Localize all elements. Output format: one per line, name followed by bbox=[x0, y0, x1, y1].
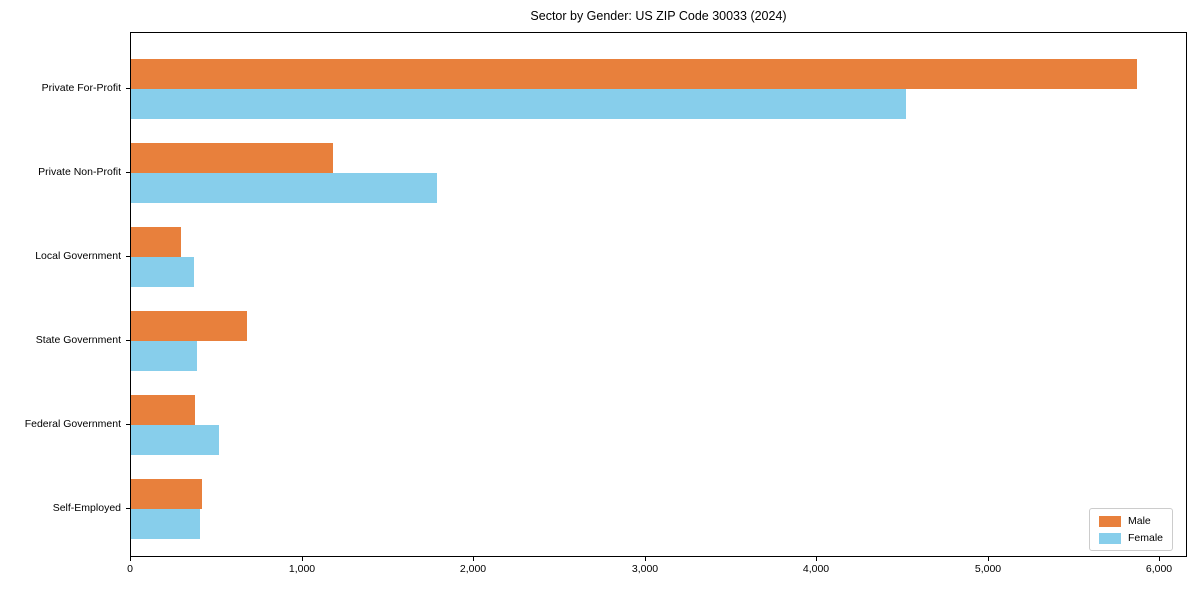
x-axis-tick-label: 3,000 bbox=[631, 563, 659, 575]
bar-female-local-government bbox=[131, 257, 194, 287]
x-axis-tick-label: 2,000 bbox=[459, 563, 487, 575]
legend-label-female: Female bbox=[1128, 532, 1164, 544]
legend-label-male: Male bbox=[1128, 515, 1151, 527]
x-axis-tick-label: 0 bbox=[127, 563, 133, 575]
bar-male-federal-government bbox=[131, 395, 195, 425]
bar-male-local-government bbox=[131, 227, 181, 257]
legend: Male Female bbox=[1089, 508, 1174, 551]
x-axis-tick bbox=[645, 557, 646, 561]
y-axis-tick bbox=[126, 508, 130, 509]
legend-swatch-male bbox=[1099, 515, 1121, 527]
x-axis-tick bbox=[1159, 557, 1160, 561]
bar-female-state-government bbox=[131, 341, 197, 371]
x-axis-tick-label: 5,000 bbox=[974, 563, 1002, 575]
bar-female-private-non-profit bbox=[131, 173, 437, 203]
y-axis-tick bbox=[126, 256, 130, 257]
x-axis-tick-label: 6,000 bbox=[1145, 563, 1173, 575]
y-axis-label-private-non-profit: Private Non-Profit bbox=[38, 166, 121, 178]
y-axis-tick bbox=[126, 88, 130, 89]
x-axis-tick-label: 4,000 bbox=[802, 563, 830, 575]
bar-male-private-for-profit bbox=[131, 59, 1137, 89]
x-axis-tick bbox=[130, 557, 131, 561]
x-axis-tick bbox=[816, 557, 817, 561]
x-axis-tick-label: 1,000 bbox=[288, 563, 316, 575]
bar-male-state-government bbox=[131, 311, 247, 341]
x-axis-tick bbox=[302, 557, 303, 561]
legend-item-female: Female bbox=[1099, 532, 1163, 544]
y-axis-tick bbox=[126, 424, 130, 425]
x-axis-tick bbox=[473, 557, 474, 561]
bar-female-federal-government bbox=[131, 425, 219, 455]
y-axis-label-private-for-profit: Private For-Profit bbox=[41, 82, 121, 94]
plot-area bbox=[130, 32, 1187, 557]
y-axis-tick bbox=[126, 340, 130, 341]
legend-swatch-female bbox=[1099, 532, 1121, 544]
x-axis-tick bbox=[988, 557, 989, 561]
y-axis-label-self-employed: Self-Employed bbox=[52, 502, 121, 514]
bar-female-private-for-profit bbox=[131, 89, 906, 119]
chart-title: Sector by Gender: US ZIP Code 30033 (202… bbox=[530, 9, 787, 23]
bar-male-self-employed bbox=[131, 479, 202, 509]
y-axis-label-state-government: State Government bbox=[35, 334, 121, 346]
bar-female-self-employed bbox=[131, 509, 200, 539]
y-axis-tick bbox=[126, 172, 130, 173]
y-axis-label-local-government: Local Government bbox=[35, 250, 121, 262]
bar-male-private-non-profit bbox=[131, 143, 333, 173]
y-axis-label-federal-government: Federal Government bbox=[24, 418, 121, 430]
legend-item-male: Male bbox=[1099, 515, 1163, 527]
